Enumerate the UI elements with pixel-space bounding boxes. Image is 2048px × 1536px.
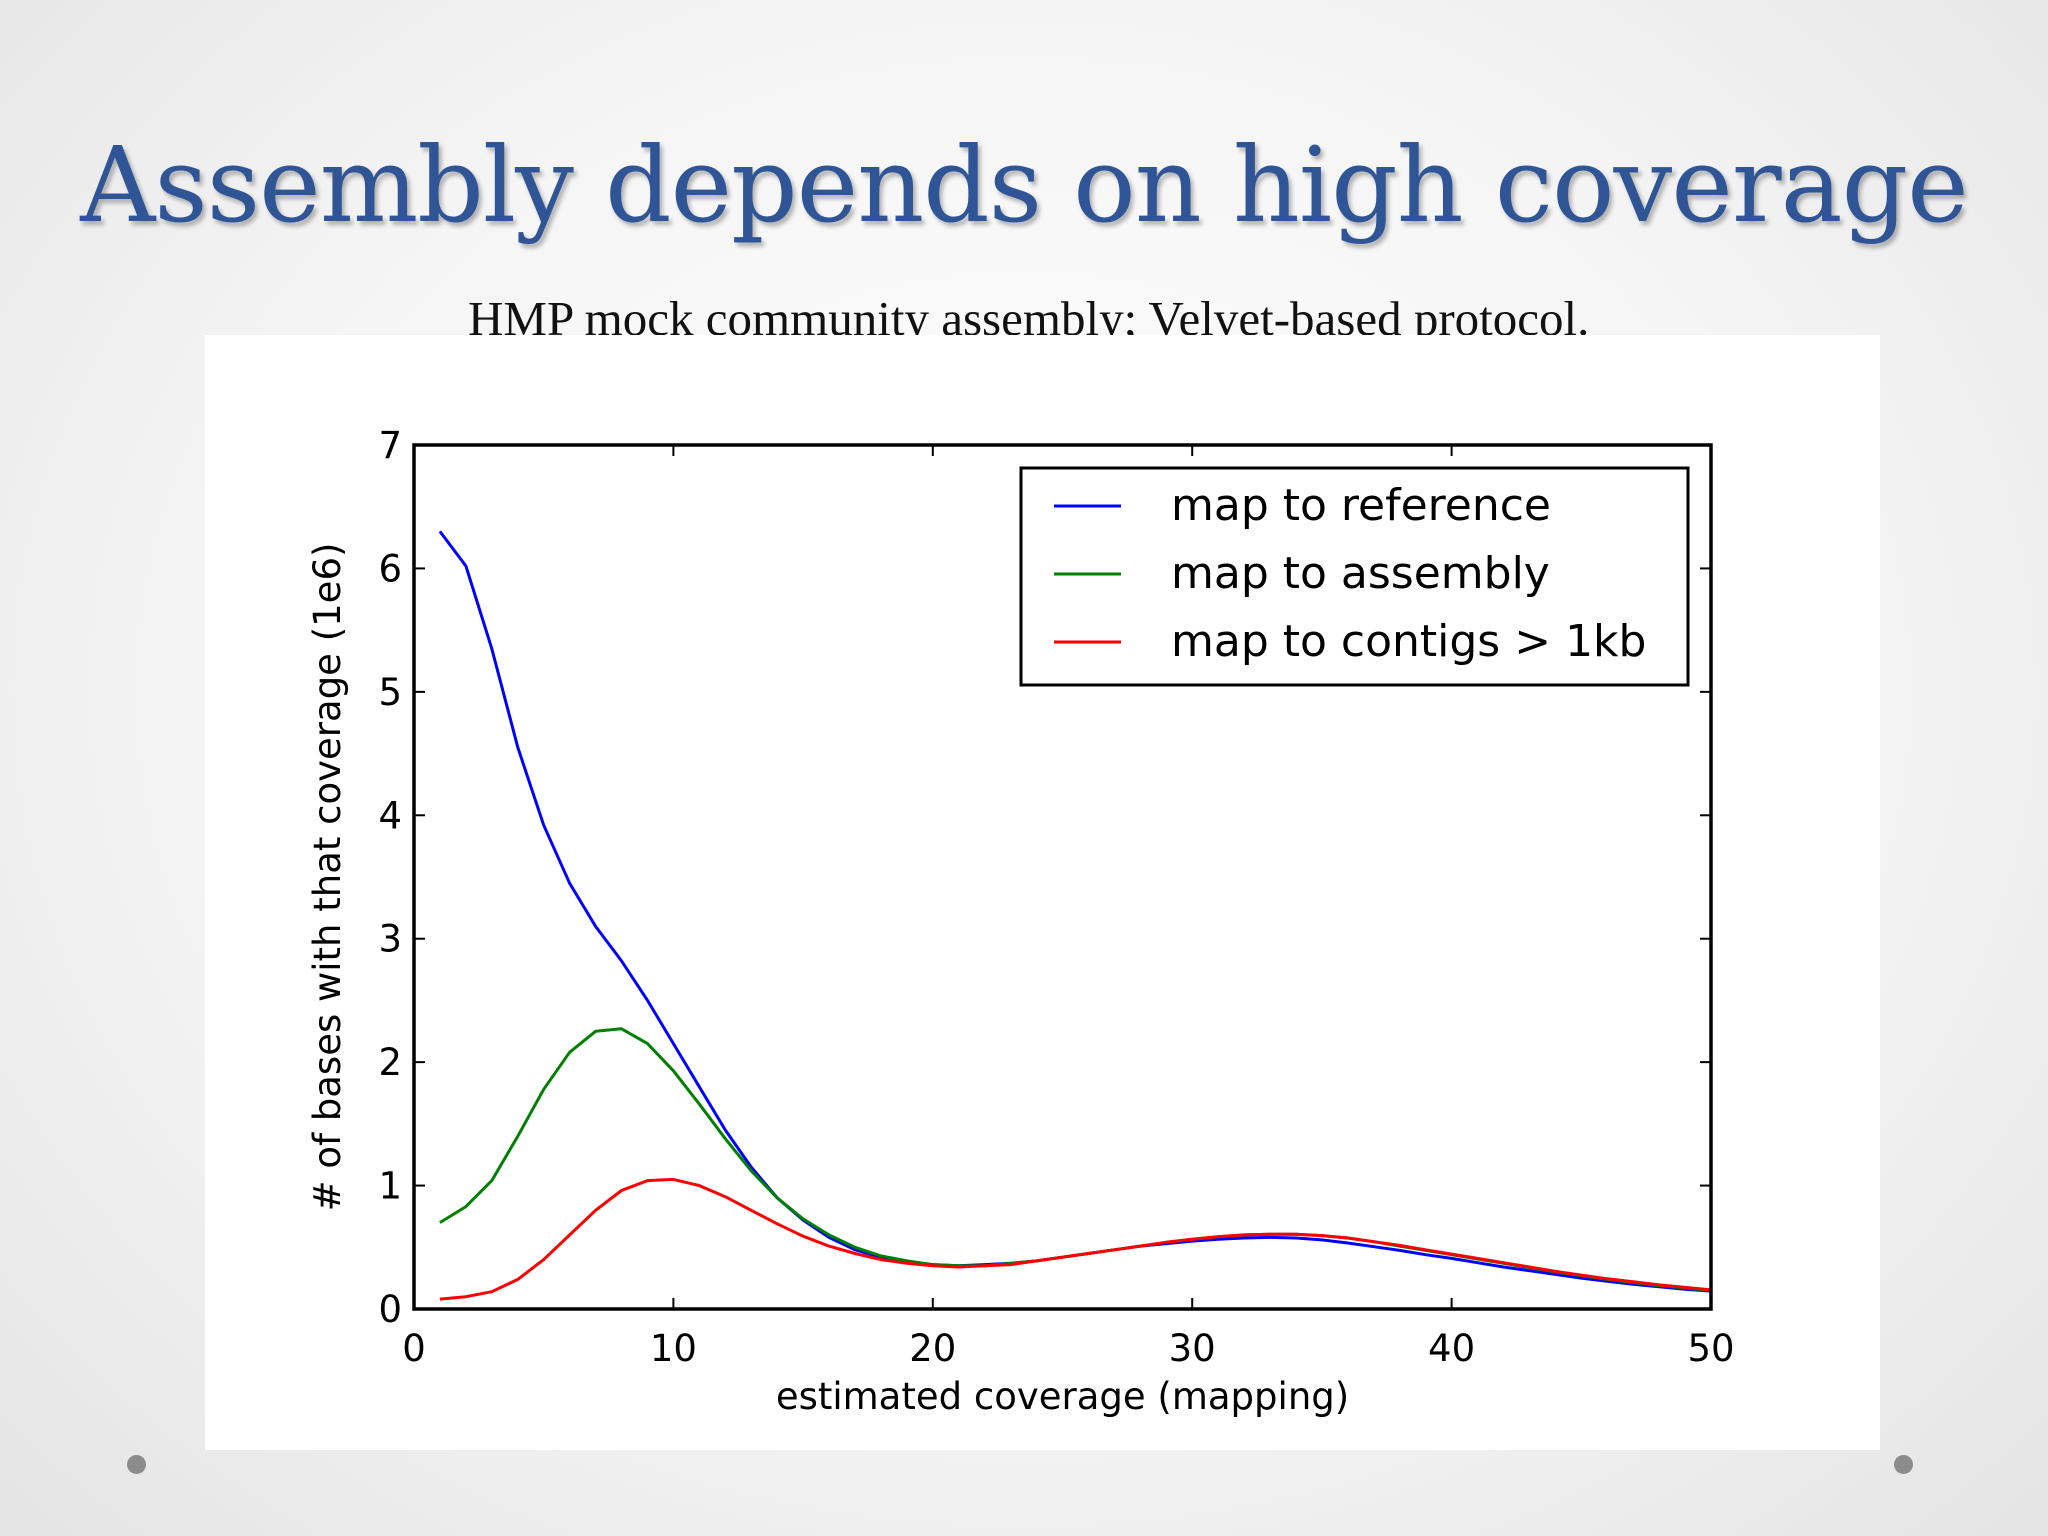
legend-label: map to contigs > 1kb xyxy=(1171,616,1646,667)
y-tick-label: 2 xyxy=(378,1041,402,1084)
series-line-2 xyxy=(439,1177,1712,1301)
x-tick-label: 0 xyxy=(402,1327,426,1370)
y-tick-label: 5 xyxy=(378,671,402,714)
series-line-1 xyxy=(439,1027,1712,1292)
x-tick-label: 20 xyxy=(909,1327,956,1370)
y-tick-label: 4 xyxy=(378,794,402,837)
slide-dot-right xyxy=(1894,1455,1913,1474)
y-tick-label: 3 xyxy=(378,918,402,961)
slide-dot-left xyxy=(127,1455,146,1474)
slide-title: Assembly depends on high coverage xyxy=(80,124,1968,246)
x-tick-label: 50 xyxy=(1687,1327,1734,1370)
chart-marks xyxy=(438,530,1712,1301)
plot-frame xyxy=(412,443,1713,1311)
x-tick-label: 30 xyxy=(1169,1327,1216,1370)
legend-label: map to assembly xyxy=(1171,548,1550,599)
axis-ticks: 0 10 20 30 40 50 0 1 2 3 4 5 6 7 xyxy=(378,424,1734,1370)
coverage-line-chart: 0 10 20 30 40 50 0 1 2 3 4 5 6 7 estimated coverage (… xyxy=(306,424,1735,1418)
y-tick-label: 1 xyxy=(378,1165,402,1208)
x-tick-label: 40 xyxy=(1428,1327,1475,1370)
y-tick-label: 7 xyxy=(378,424,402,467)
y-tick-label: 6 xyxy=(378,547,402,590)
legend-label: map to reference xyxy=(1171,480,1551,531)
x-tick-label: 10 xyxy=(650,1327,697,1370)
x-axis-label: estimated coverage (mapping) xyxy=(776,1375,1349,1418)
y-tick-label: 0 xyxy=(378,1288,402,1331)
legend-box xyxy=(1019,466,1690,687)
y-axis-label: # of bases with that coverage (1e6) xyxy=(306,543,349,1212)
chart-panel: 0 10 20 30 40 50 0 1 2 3 4 5 6 7 estimated coverage (… xyxy=(205,335,1880,1450)
legend: map to reference map to assembly map to co… xyxy=(1019,466,1690,687)
